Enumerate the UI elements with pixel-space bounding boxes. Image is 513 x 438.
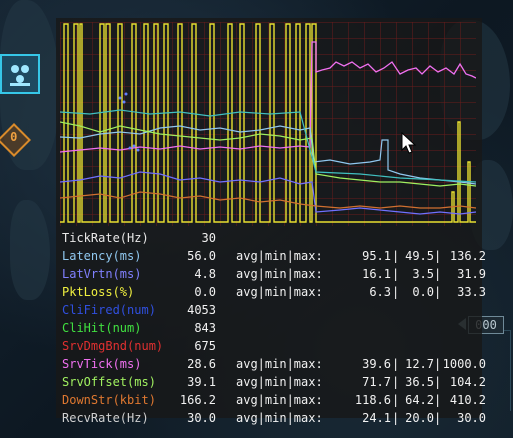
stat-min: 64.2 xyxy=(405,393,434,407)
graph-line-pktloss xyxy=(60,23,476,223)
stat-row: SrvOffset(ms) 39.1 avg|min|max: 71.7 | 36.5 | 1… xyxy=(62,373,486,391)
stat-separator: | xyxy=(434,285,442,299)
stat-value: 30.0 xyxy=(187,411,216,425)
stat-row: SrvDmgBnd(num) 675 xyxy=(62,337,482,355)
mouse-cursor-icon xyxy=(401,132,417,154)
stat-label: Latency(ms) xyxy=(62,249,142,263)
stat-avg-min-max-label: avg|min|max: xyxy=(236,249,323,263)
stat-label: SrvDmgBnd(num) xyxy=(62,339,164,353)
graph-line-downstr xyxy=(60,191,476,209)
graph-line-srvoffset xyxy=(60,121,476,187)
stat-separator: | xyxy=(392,393,400,407)
stat-row: DownStr(kbit) 166.2 avg|min|max: 118.6 | 64.2… xyxy=(62,391,486,409)
stat-separator: | xyxy=(392,375,400,389)
netgraph-stats: TickRate(Hz) 30 Latency(ms) 56.0 avg|min|max… xyxy=(62,229,486,427)
stat-avg: 71.7 xyxy=(362,375,391,389)
stat-min: 3.5 xyxy=(412,267,434,281)
stat-separator: | xyxy=(434,267,442,281)
stat-value: 0.0 xyxy=(194,285,216,299)
stat-avg: 95.1 xyxy=(362,249,391,263)
stat-label: LatVrtn(ms) xyxy=(62,267,142,281)
stat-separator: | xyxy=(392,249,400,263)
stat-row: CliFired(num) 4053 xyxy=(62,301,482,319)
stat-min: 12.7 xyxy=(405,357,434,371)
stat-avg-min-max-label: avg|min|max: xyxy=(236,267,323,281)
stat-separator: | xyxy=(392,357,400,371)
stat-avg: 6.3 xyxy=(369,285,391,299)
stat-row: Latency(ms) 56.0 avg|min|max: 95.1 | 49.5 | 136… xyxy=(62,247,486,265)
stat-avg-min-max-label: avg|min|max: xyxy=(236,393,323,407)
stat-separator: | xyxy=(434,357,442,371)
stat-label: SrvTick(ms) xyxy=(62,357,142,371)
stat-avg-min-max-label: avg|min|max: xyxy=(236,357,323,371)
stat-value: 843 xyxy=(194,321,216,335)
stat-avg: 118.6 xyxy=(354,393,391,407)
graph-grid xyxy=(60,22,476,226)
stat-max: 1000.0 xyxy=(442,357,486,371)
stat-min: 49.5 xyxy=(405,249,434,263)
stat-avg-min-max-label: avg|min|max: xyxy=(236,411,323,425)
stat-max: 104.2 xyxy=(449,375,486,389)
stat-separator: | xyxy=(434,393,442,407)
stat-max: 136.2 xyxy=(449,249,486,263)
stat-row: LatVrtn(ms) 4.8 avg|min|max: 16.1 | 3.5 | 31.9 xyxy=(62,265,486,283)
stat-label: TickRate(Hz) xyxy=(62,231,149,245)
stat-max: 30.0 xyxy=(457,411,486,425)
stat-row: SrvTick(ms) 28.6 avg|min|max: 39.6 | 12.7 | 100… xyxy=(62,355,486,373)
stat-max: 33.3 xyxy=(457,285,486,299)
stat-avg-min-max-label: avg|min|max: xyxy=(236,285,323,299)
stat-value: 28.6 xyxy=(187,357,216,371)
stat-avg: 16.1 xyxy=(362,267,391,281)
stat-label: SrvOffset(ms) xyxy=(62,375,156,389)
stat-label: DownStr(kbit) xyxy=(62,393,156,407)
stat-label: CliHit(num) xyxy=(62,321,142,335)
unit-marker-icon[interactable] xyxy=(0,54,40,94)
stat-max: 31.9 xyxy=(457,267,486,281)
stat-value: 166.2 xyxy=(179,393,216,407)
graph-line-latvrtn xyxy=(60,171,476,215)
graph-line-latency xyxy=(60,125,476,185)
stat-row: RecvRate(Hz) 30.0 avg|min|max: 24.1 | 20.0 | 30… xyxy=(62,409,486,427)
stat-value: 39.1 xyxy=(187,375,216,389)
stat-separator: | xyxy=(392,267,400,281)
stat-row: TickRate(Hz) 30 xyxy=(62,229,482,247)
stat-value: 4.8 xyxy=(194,267,216,281)
stat-separator: | xyxy=(434,375,442,389)
terrain-island xyxy=(10,200,50,300)
stat-min: 0.0 xyxy=(412,285,434,299)
stat-max: 410.2 xyxy=(449,393,486,407)
stat-avg: 39.6 xyxy=(362,357,391,371)
graph-line-srvtick xyxy=(60,41,476,153)
stat-row: PktLoss(%) 0.0 avg|min|max: 6.3 | 0.0 | 33.3 xyxy=(62,283,486,301)
netgraph-plot xyxy=(60,22,476,226)
stat-row: CliHit(num) 843 xyxy=(62,319,482,337)
stat-label: RecvRate(Hz) xyxy=(62,411,149,425)
stat-avg: 24.1 xyxy=(362,411,391,425)
stat-value: 56.0 xyxy=(187,249,216,263)
stat-label: CliFired(num) xyxy=(62,303,156,317)
stat-value: 30 xyxy=(201,231,216,245)
stat-separator: | xyxy=(392,411,400,425)
stat-label: PktLoss(%) xyxy=(62,285,135,299)
stat-min: 20.0 xyxy=(405,411,434,425)
graph-markers xyxy=(118,92,140,152)
stat-min: 36.5 xyxy=(405,375,434,389)
stat-separator: | xyxy=(392,285,400,299)
stat-separator: | xyxy=(434,249,442,263)
graph-line-recvrate xyxy=(60,109,476,183)
stat-avg-min-max-label: avg|min|max: xyxy=(236,375,323,389)
stat-value: 675 xyxy=(194,339,216,353)
stat-separator: | xyxy=(434,411,442,425)
stat-value: 4053 xyxy=(187,303,216,317)
